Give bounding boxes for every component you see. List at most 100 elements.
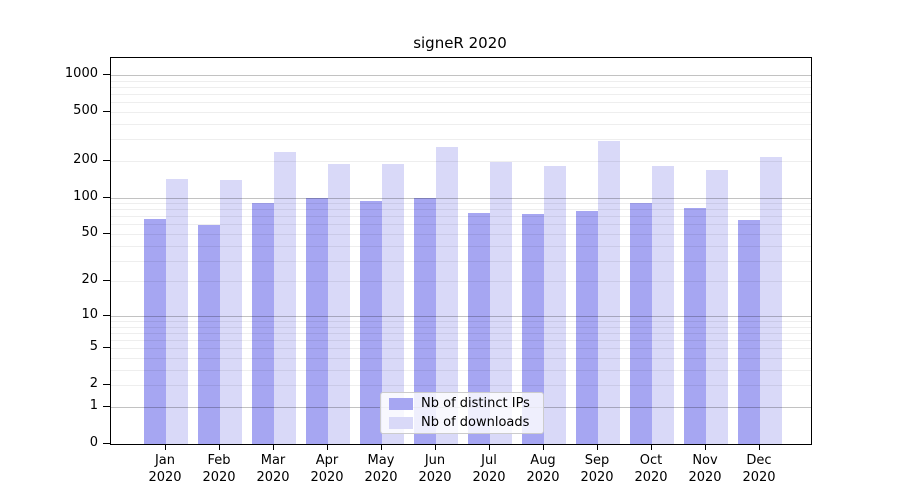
bar-jul-distinct-ips [468,213,490,444]
grid-minor-line [111,80,811,82]
grid-minor-line [111,385,811,387]
grid-minor-line [111,332,811,334]
x-tick-mark [759,444,760,450]
x-tick-label-mar: Mar 2020 [256,453,290,485]
bar-feb-downloads [220,180,242,444]
x-tick-mark [651,444,652,450]
x-tick-label-jul: Jul 2020 [472,453,506,485]
y-tick-label: 0 [89,435,98,450]
y-tick-mark [103,159,110,161]
bar-nov-downloads [706,170,728,444]
x-tick-mark [597,444,598,450]
x-tick-label-aug: Aug 2020 [526,453,560,485]
grid-minor-line [111,321,811,322]
y-tick-label: 500 [73,102,98,118]
bar-jun-downloads [436,146,458,444]
bar-apr-downloads [328,163,350,444]
bar-jul-downloads [490,162,512,444]
legend-label-downloads: Nb of downloads [421,415,530,430]
y-tick-label: 20 [81,272,98,288]
x-tick-mark [489,444,490,450]
grid-minor-line [111,216,811,218]
y-tick-label: 2 [89,376,98,392]
x-tick-mark [219,444,220,450]
x-tick-mark [381,444,382,450]
grid-minor-line [111,224,811,226]
grid-minor-line [111,245,811,247]
legend: Nb of distinct IPs Nb of downloads [380,392,544,434]
grid-minor-line [111,102,811,104]
bar-dec-distinct-ips [738,220,760,444]
x-tick-label-jan: Jan 2020 [148,453,182,485]
y-tick-label: 50 [81,225,98,240]
grid-minor-line [111,234,811,235]
x-tick-label-apr: Apr 2020 [310,453,344,485]
y-tick-mark [103,196,110,198]
legend-label-distinct-ips: Nb of distinct IPs [421,396,530,411]
bar-oct-downloads [652,166,674,444]
x-tick-label-sep: Sep 2020 [580,453,614,485]
x-tick-label-may: May 2020 [364,453,398,485]
y-tick-mark [103,73,110,75]
bar-nov-distinct-ips [684,208,706,444]
bar-oct-distinct-ips [630,203,652,444]
legend-item-downloads: Nb of downloads [381,415,543,430]
grid-minor-line [111,94,811,95]
y-tick-label: 1000 [64,65,98,81]
plot-area [110,57,812,445]
grid-major-line [111,74,811,76]
bar-jan-distinct-ips [144,218,166,444]
y-tick-mark [103,384,110,386]
y-tick-mark [103,314,110,316]
grid-minor-line [111,348,811,350]
x-tick-mark [705,444,706,450]
grid-minor-line [111,123,811,125]
bar-apr-distinct-ips [306,198,328,444]
bar-dec-downloads [760,156,782,444]
bar-aug-distinct-ips [522,214,544,444]
grid-major-line [111,315,811,317]
y-tick-mark [103,406,110,407]
bar-jan-downloads [166,178,188,444]
grid-minor-line [111,369,811,371]
y-tick-mark [103,233,110,234]
y-tick-label: 10 [81,306,98,322]
x-tick-mark [165,444,166,450]
x-tick-label-nov: Nov 2020 [688,453,722,485]
grid-minor-line [111,281,811,283]
x-tick-label-jun: Jun 2020 [418,453,452,485]
grid-minor-line [111,326,811,328]
grid-minor-line [111,160,811,162]
y-tick-label: 100 [73,188,98,204]
grid-minor-line [111,260,811,262]
legend-item-distinct-ips: Nb of distinct IPs [381,396,543,411]
grid-minor-line [111,86,811,88]
bar-feb-distinct-ips [198,225,220,444]
bar-sep-downloads [598,140,620,444]
grid-major-line [111,197,811,199]
grid-minor-line [111,139,811,141]
bar-aug-downloads [544,166,566,444]
x-tick-label-dec: Dec 2020 [742,453,776,485]
y-tick-label: 200 [73,151,98,167]
y-tick-mark [103,280,110,282]
bar-mar-downloads [274,152,296,444]
y-tick-mark [103,443,110,444]
grid-minor-line [111,111,811,113]
bar-sep-distinct-ips [576,211,598,444]
grid-minor-line [111,209,811,211]
x-tick-label-feb: Feb 2020 [202,453,236,485]
grid-minor-line [111,340,811,342]
grid-minor-line [111,358,811,359]
x-tick-mark [435,444,436,450]
bar-may-downloads [382,163,404,444]
x-tick-mark [543,444,544,450]
y-tick-label: 1 [89,398,98,413]
bar-mar-distinct-ips [252,203,274,444]
bar-jun-distinct-ips [414,197,436,444]
bar-may-distinct-ips [360,201,382,444]
chart-title: signeR 2020 [413,34,507,52]
x-tick-mark [273,444,274,450]
y-tick-label: 5 [89,339,98,355]
y-tick-mark [103,110,110,112]
